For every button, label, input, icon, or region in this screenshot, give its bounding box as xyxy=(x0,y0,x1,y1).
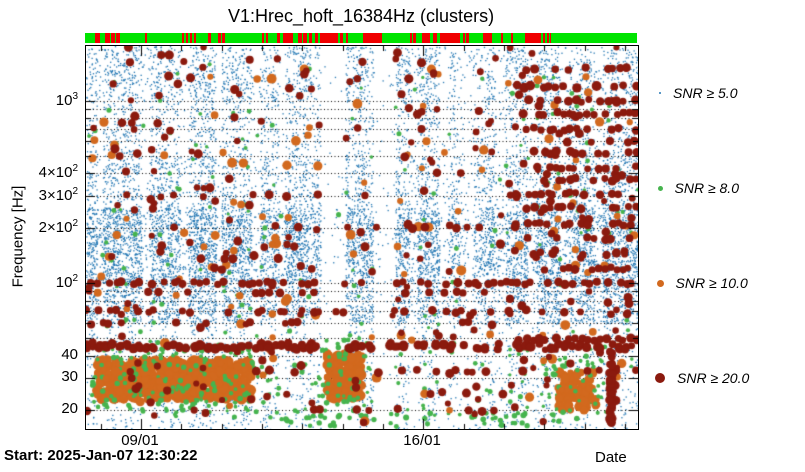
science-off-segment xyxy=(363,33,382,43)
y-tick-label: 3×102 xyxy=(38,186,78,205)
science-off-segment xyxy=(145,33,148,43)
science-off-segment xyxy=(466,33,469,43)
science-off-segment xyxy=(186,33,189,43)
science-off-segment xyxy=(511,33,514,43)
science-off-segment xyxy=(266,33,269,43)
science-off-segment xyxy=(413,33,417,43)
science-off-segment xyxy=(262,33,265,43)
legend-label: SNR ≥ 8.0 xyxy=(674,180,739,196)
science-off-segment xyxy=(189,33,193,43)
science-off-segment xyxy=(346,33,349,43)
science-off-segment xyxy=(303,33,308,43)
y-tick-label: 30 xyxy=(61,368,78,386)
science-off-segment xyxy=(501,33,504,43)
science-off-segment xyxy=(221,33,225,43)
y-tick-label: 40 xyxy=(61,345,78,363)
science-off-segment xyxy=(208,33,212,43)
legend-label: SNR ≥ 5.0 xyxy=(673,85,738,101)
science-off-segment xyxy=(115,33,120,43)
science-off-segment xyxy=(182,33,185,43)
snr10-dot-icon xyxy=(656,279,664,287)
legend-item-snr8: SNR ≥ 8.0 xyxy=(655,178,800,198)
science-off-segment xyxy=(410,33,413,43)
x-tick-label: 09/01 xyxy=(121,432,159,449)
y-tick-label: 103 xyxy=(55,90,78,109)
science-off-segment xyxy=(104,33,110,43)
science-off-segment xyxy=(283,33,294,43)
science-off-segment xyxy=(543,33,546,43)
science-off-segment xyxy=(320,33,338,43)
science-off-segment xyxy=(94,33,100,43)
science-off-segment xyxy=(549,33,552,43)
science-off-segment xyxy=(309,33,313,43)
data-quality-bar xyxy=(85,33,637,43)
start-time-label: Start: 2025-Jan-07 12:30:22 xyxy=(4,447,198,464)
legend-item-snr5: SNR ≥ 5.0 xyxy=(655,83,800,103)
science-off-segment xyxy=(298,33,303,43)
science-off-segment xyxy=(432,33,438,43)
snr5-dot-icon xyxy=(659,92,661,94)
science-off-segment xyxy=(547,33,550,43)
science-off-segment xyxy=(463,33,466,43)
y-tick-label: 4×102 xyxy=(38,163,78,182)
science-off-segment xyxy=(524,33,541,43)
science-off-segment xyxy=(439,33,460,43)
science-off-segment xyxy=(110,33,115,43)
x-axis-label: Date xyxy=(595,449,627,466)
science-off-segment xyxy=(193,33,196,43)
science-off-segment xyxy=(315,33,319,43)
y-tick-label: 102 xyxy=(55,273,78,291)
chart-title: V1:Hrec_hoft_16384Hz (clusters) xyxy=(227,6,495,26)
science-off-segment xyxy=(482,33,492,43)
science-off-segment xyxy=(340,33,344,43)
legend-item-snr20: SNR ≥ 20.0 xyxy=(655,368,800,388)
plot-area[interactable] xyxy=(85,45,639,430)
science-off-segment xyxy=(277,33,281,43)
legend-label: SNR ≥ 10.0 xyxy=(675,275,748,291)
scatter-canvas[interactable] xyxy=(86,46,638,429)
science-off-segment xyxy=(421,33,430,43)
snr20-dot-icon xyxy=(655,373,665,383)
legend-label: SNR ≥ 20.0 xyxy=(677,370,750,386)
x-tick-label: 16/01 xyxy=(403,432,441,449)
science-off-segment xyxy=(218,33,221,43)
y-tick-label: 20 xyxy=(61,400,78,418)
snr8-dot-icon xyxy=(657,185,663,191)
legend-item-snr10: SNR ≥ 10.0 xyxy=(655,273,800,293)
y-tick-label: 2×102 xyxy=(38,218,78,237)
